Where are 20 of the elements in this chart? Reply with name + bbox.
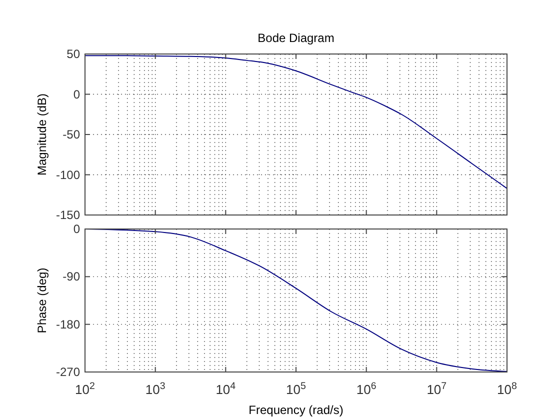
y-tick-label: -180 <box>56 317 80 332</box>
y-tick-label: -90 <box>62 270 80 284</box>
x-tick-label: 10$^{5}$ <box>286 380 307 397</box>
y-tick-label: 50 <box>66 47 80 61</box>
y-tick-label: 0 <box>73 222 80 236</box>
y-tick-label: -50 <box>62 128 80 142</box>
y-tick-label: -270 <box>56 365 80 379</box>
y-tick-label: 0 <box>73 87 80 102</box>
x-axis-title: Frequency (rad/s) <box>248 403 344 417</box>
y-axis-title: Magnitude (dB) <box>35 93 49 176</box>
y-axis-title: Phase (deg) <box>35 268 49 334</box>
x-tick-label: 10$^{8}$ <box>497 380 517 397</box>
x-tick-label: 10$^{4}$ <box>216 380 236 397</box>
x-tick-label: 10$^{2}$ <box>75 380 95 397</box>
x-tick-label: 10$^{7}$ <box>426 380 447 397</box>
y-tick-label: -100 <box>56 168 80 182</box>
y-tick-label: -150 <box>56 208 80 222</box>
x-tick-label: 10$^{3}$ <box>145 380 166 397</box>
chart-title: Bode Diagram <box>258 31 334 45</box>
x-tick-label: 10$^{6}$ <box>356 380 376 397</box>
